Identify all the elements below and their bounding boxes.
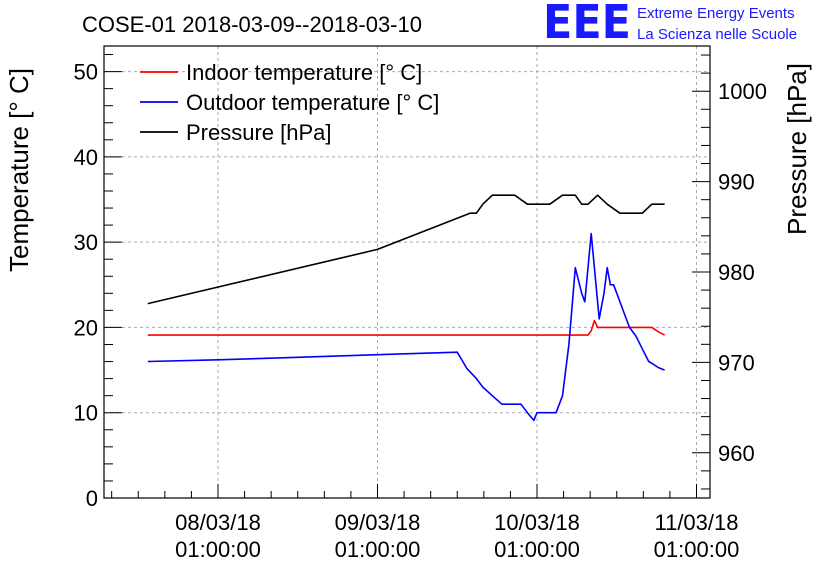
x-tick-time: 01:00:00 [335, 537, 421, 562]
chart-title: COSE-01 2018-03-09--2018-03-10 [82, 12, 422, 37]
x-tick-time: 01:00:00 [654, 537, 740, 562]
series-line-2 [147, 194, 665, 305]
y-tick-label: 30 [74, 230, 98, 255]
x-tick-time: 01:00:00 [175, 537, 261, 562]
y-tick-label: 40 [74, 145, 98, 170]
y-tick-label: 50 [74, 60, 98, 85]
legend-label-2: Pressure [hPa] [186, 120, 332, 145]
y2-tick-label: 980 [718, 260, 755, 285]
y-tick-label: 20 [74, 315, 98, 340]
y2-tick-label: 970 [718, 350, 755, 375]
eee-logo: EEE Extreme Energy Events La Scienza nel… [543, 0, 797, 49]
legend-label-1: Outdoor temperature [° C] [186, 90, 439, 115]
x-tick-date: 08/03/18 [175, 510, 261, 535]
x-tick-date: 10/03/18 [494, 510, 580, 535]
logo-line-2: La Scienza nelle Scuole [637, 26, 797, 43]
x-tick-time: 01:00:00 [494, 537, 580, 562]
legend: Indoor temperature [° C] Outdoor temperat… [140, 60, 439, 145]
y2-axis: 960 970 980 990 1000 [692, 54, 767, 490]
y-axis-title: Temperature [° C] [4, 68, 34, 272]
y-axis: 0 10 20 30 40 50 [74, 54, 122, 511]
y-tick-label: 10 [74, 401, 98, 426]
y2-axis-title: Pressure [hPa] [782, 63, 812, 235]
y2-tick-label: 990 [718, 170, 755, 195]
x-tick-date: 11/03/18 [654, 510, 738, 535]
x-tick-date: 09/03/18 [335, 510, 421, 535]
series-line-0 [147, 319, 665, 336]
legend-label-0: Indoor temperature [° C] [186, 60, 422, 85]
logo-line-1: Extreme Energy Events [637, 5, 795, 22]
series-group [147, 194, 665, 422]
y2-tick-label: 1000 [718, 79, 767, 104]
series-line-1 [147, 232, 665, 422]
x-axis: 08/03/1801:00:0009/03/1801:00:0010/03/18… [111, 484, 740, 562]
y-tick-label: 0 [86, 486, 98, 511]
logo-mark: EEE [543, 0, 631, 49]
y2-tick-label: 960 [718, 441, 755, 466]
